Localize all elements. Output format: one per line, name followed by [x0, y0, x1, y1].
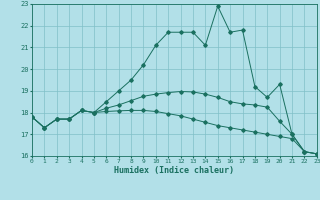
X-axis label: Humidex (Indice chaleur): Humidex (Indice chaleur) — [115, 166, 234, 175]
